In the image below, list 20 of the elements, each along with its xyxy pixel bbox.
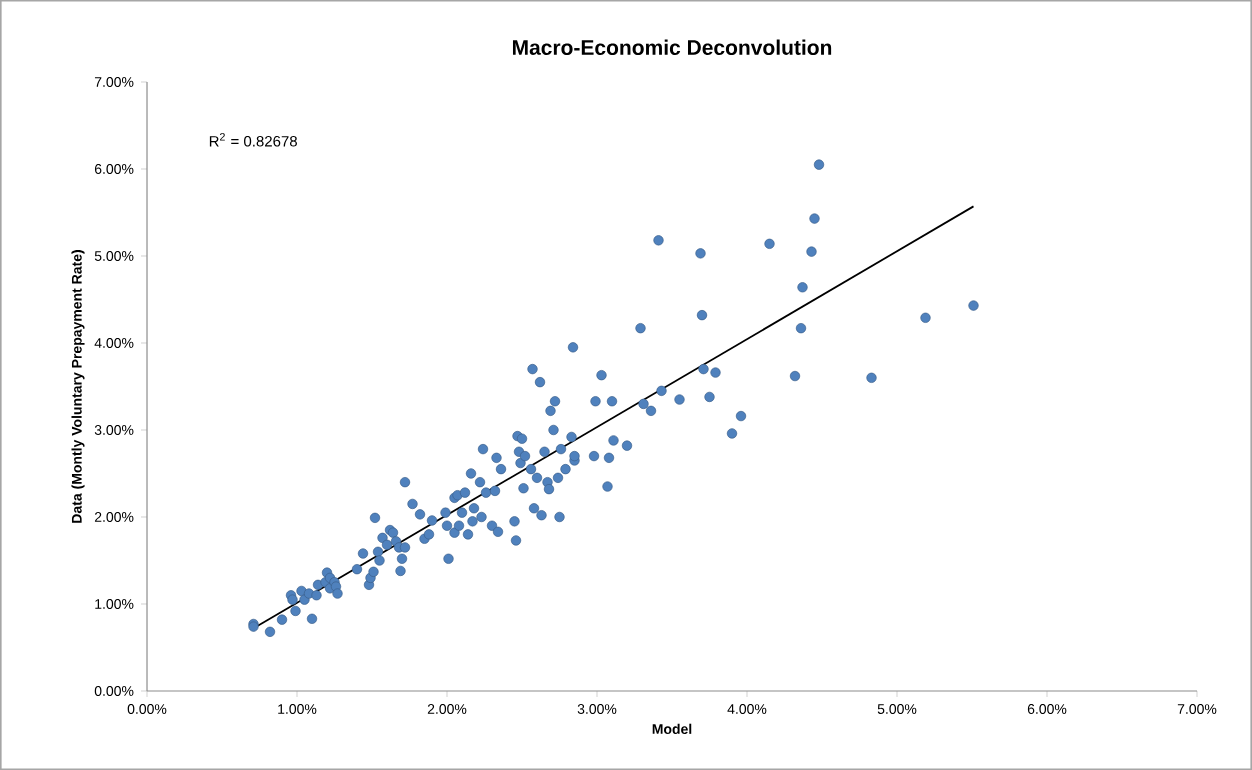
chart-title: Macro-Economic Deconvolution xyxy=(512,39,832,55)
y-tick-label: 5.00% xyxy=(94,251,134,261)
x-axis-title: Model xyxy=(652,723,692,734)
y-tick-label: 6.00% xyxy=(94,164,134,174)
x-tick-label: 2.00% xyxy=(427,704,467,714)
y-axis-title: Data (Montly Voluntary Prepayment Rate) xyxy=(71,250,85,523)
x-tick-label: 7.00% xyxy=(1177,704,1217,714)
x-tick-label: 1.00% xyxy=(278,704,317,714)
y-tick-label: 7.00% xyxy=(94,77,134,87)
y-tick-label: 1.00% xyxy=(95,599,134,609)
x-tick-label: 6.00% xyxy=(1027,704,1067,714)
y-tick-label: 2.00% xyxy=(94,512,134,522)
y-tick-label: 4.00% xyxy=(94,338,134,348)
x-tick-label: 4.00% xyxy=(727,704,767,714)
y-tick-label: 3.00% xyxy=(94,425,134,435)
y-tick-label: 0.00% xyxy=(94,686,134,696)
annotation: R$^{2}$ = 0.82678 xyxy=(209,133,297,147)
x-tick-label: 0.00% xyxy=(127,704,167,714)
x-tick-label: 3.00% xyxy=(577,704,617,714)
x-tick-label: 5.00% xyxy=(877,704,917,714)
